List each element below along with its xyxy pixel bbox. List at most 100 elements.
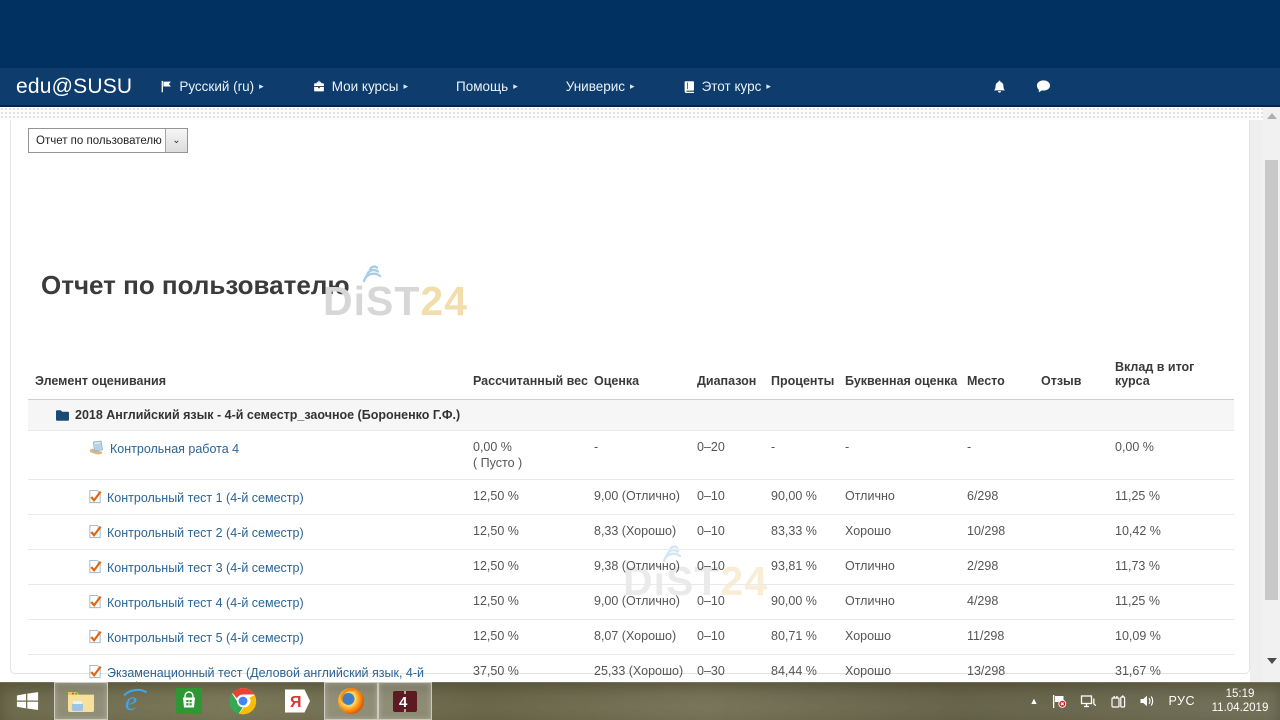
nav-item-label: Универис	[565, 79, 626, 94]
chat-icon[interactable]	[1035, 79, 1052, 94]
tray-time: 15:19	[1225, 688, 1255, 700]
item-name-cell: Контрольный тест 1 (4-й семестр)	[28, 480, 473, 514]
caret-right-icon: ▸	[259, 81, 264, 91]
taskbar-apps: e Я 4	[0, 682, 432, 720]
grade-item-link[interactable]: Контрольный тест 5 (4-й семестр)	[107, 631, 304, 645]
table-header-row: Элемент оценивания Рассчитанный вес Оценка…	[28, 343, 1234, 400]
nav-item-univeris[interactable]: Универис ▸	[566, 79, 635, 94]
tray-clock[interactable]: 15:19 11.04.2019	[1208, 687, 1272, 715]
grade-report-table: Элемент оценивания Рассчитанный вес Оценка…	[28, 343, 1234, 720]
grade-item-link[interactable]: Контрольный тест 1 (4-й семестр)	[107, 491, 304, 505]
volume-icon[interactable]	[1139, 694, 1155, 708]
taskbar: e Я 4	[0, 682, 1280, 720]
dotted-texture-strip	[0, 107, 1263, 120]
grade-item-link[interactable]: Контрольная работа 4	[110, 442, 240, 456]
range-cell: 0–30	[697, 664, 725, 678]
table-row: Контрольный тест 3 (4-й семестр) 12,50 % 9…	[28, 550, 1234, 585]
quiz-icon	[88, 559, 102, 574]
network-icon[interactable]	[1080, 694, 1097, 709]
scrollbar-thumb[interactable]	[1265, 160, 1278, 600]
rank-cell: 4/298	[967, 594, 999, 608]
grade-item-link[interactable]: Контрольный тест 3 (4-й семестр)	[107, 561, 304, 575]
rank-cell: 11/298	[967, 629, 1005, 643]
letter-grade-cell: -	[845, 440, 850, 454]
caret-right-icon: ▸	[630, 81, 635, 91]
contribution-cell: 11,25 %	[1115, 594, 1160, 608]
app-4-icon: 4	[392, 688, 418, 714]
flag-icon	[160, 80, 173, 93]
power-icon[interactable]	[1110, 694, 1126, 709]
system-tray: ▲ РУС 15:19 11.04.2019	[1030, 682, 1280, 720]
contribution-cell: 31,67 %	[1115, 664, 1161, 678]
column-header: Место	[967, 374, 1005, 388]
taskbar-start-button[interactable]	[0, 682, 54, 720]
range-cell: 0–10	[697, 594, 725, 608]
grade-cell: 9,38 (Отлично)	[594, 559, 680, 573]
briefcase-icon	[312, 80, 326, 93]
weight-cell: 12,50 %	[473, 489, 519, 503]
scrollbar[interactable]	[1263, 107, 1280, 682]
yandex-browser-icon: Я	[283, 688, 311, 714]
nav-item-language[interactable]: Русский (ru) ▸	[160, 79, 264, 94]
contribution-cell: 11,25 %	[1115, 489, 1160, 503]
navbar-menu: Русский (ru) ▸ Мои курсы ▸ Помощь ▸ Универис ▸ Э…	[160, 79, 819, 94]
weight-cell: 12,50 %	[473, 559, 519, 573]
chevron-down-icon[interactable]: ⌄	[165, 129, 187, 152]
column-header: Отзыв	[1041, 374, 1082, 388]
top-banner	[0, 0, 1280, 68]
taskbar-firefox-button[interactable]	[324, 682, 378, 720]
taskbar-app4-button[interactable]: 4	[378, 682, 432, 720]
taskbar-store-button[interactable]	[162, 682, 216, 720]
feedback-cell	[1041, 480, 1115, 514]
rank-cell: 6/298	[967, 489, 999, 503]
navbar-right-icons	[992, 79, 1052, 95]
nav-item-label: Этот курс	[701, 79, 762, 94]
nav-item-my-courses[interactable]: Мои курсы ▸	[312, 79, 408, 94]
scroll-up-arrow-icon[interactable]	[1267, 113, 1277, 119]
action-center-flag-icon[interactable]	[1051, 694, 1067, 709]
table-body: 2018 Английский язык - 4-й семестр_заочн…	[28, 400, 1234, 720]
range-cell: 0–10	[697, 489, 725, 503]
tray-date: 11.04.2019	[1211, 702, 1269, 714]
report-type-select[interactable]: Отчет по пользователю ⌄	[28, 128, 188, 153]
firefox-icon	[337, 687, 365, 715]
nav-item-this-course[interactable]: Этот курс ▸	[683, 79, 771, 94]
grade-cell: 25,33 (Хорошо)	[594, 664, 684, 678]
grade-item-link[interactable]: Контрольный тест 2 (4-й семестр)	[107, 526, 304, 540]
taskbar-ie-button[interactable]: e	[108, 682, 162, 720]
contribution-cell: 0,00 %	[1115, 440, 1154, 454]
percent-cell: -	[771, 440, 776, 454]
range-cell: 0–10	[697, 629, 725, 643]
table-row: Контрольный тест 1 (4-й семестр) 12,50 % 9…	[28, 480, 1234, 515]
weight-cell: 37,50 %	[473, 664, 519, 678]
grade-cell: 8,07 (Хорошо)	[594, 629, 677, 643]
column-header: Оценка	[594, 374, 640, 388]
taskbar-chrome-button[interactable]	[216, 682, 270, 720]
rank-cell: 13/298	[967, 664, 1006, 678]
contribution-cell: 10,42 %	[1115, 524, 1161, 538]
column-header: Диапазон	[697, 374, 757, 388]
percent-cell: 84,44 %	[771, 664, 817, 678]
scroll-down-arrow-icon[interactable]	[1267, 658, 1277, 664]
table-row: Контрольный тест 4 (4-й семестр) 12,50 % 9…	[28, 585, 1234, 620]
column-header: Вклад в итог курса	[1115, 360, 1195, 388]
range-cell: 0–10	[697, 559, 725, 573]
contribution-cell: 11,73 %	[1115, 559, 1160, 573]
rank-cell: 2/298	[967, 559, 999, 573]
hidden-icons-arrow[interactable]: ▲	[1029, 696, 1039, 706]
grade-item-link[interactable]: Контрольный тест 4 (4-й семестр)	[107, 596, 304, 610]
bell-icon[interactable]	[992, 79, 1007, 95]
taskbar-yandex-button[interactable]: Я	[270, 682, 324, 720]
language-indicator[interactable]: РУС	[1168, 694, 1195, 708]
quiz-icon	[88, 594, 102, 609]
nav-item-help[interactable]: Помощь ▸	[456, 79, 518, 94]
weight-cell: 12,50 %	[473, 524, 519, 538]
grade-cell: 9,00 (Отлично)	[594, 594, 680, 608]
category-name: 2018 Английский язык - 4-й семестр_заочн…	[75, 408, 461, 422]
dist24-watermark: DiST24	[323, 265, 468, 325]
wifi-arcs-icon	[362, 265, 382, 283]
quiz-icon	[88, 489, 102, 504]
taskbar-explorer-button[interactable]	[54, 682, 108, 720]
feedback-cell	[1041, 515, 1115, 549]
brand-logo[interactable]: edu@SUSU	[16, 74, 133, 98]
